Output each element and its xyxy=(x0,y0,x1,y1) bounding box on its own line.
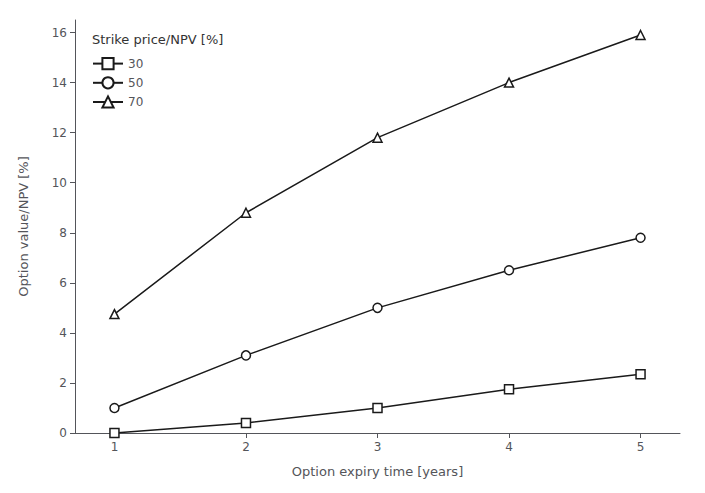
svg-text:8: 8 xyxy=(59,226,67,240)
svg-text:30: 30 xyxy=(128,57,143,71)
svg-text:1: 1 xyxy=(111,440,119,454)
svg-text:2: 2 xyxy=(59,376,67,390)
svg-text:2: 2 xyxy=(242,440,250,454)
svg-text:14: 14 xyxy=(52,76,67,90)
svg-text:4: 4 xyxy=(505,440,513,454)
svg-text:16: 16 xyxy=(52,26,67,40)
svg-text:3: 3 xyxy=(374,440,382,454)
svg-text:12: 12 xyxy=(52,126,67,140)
svg-text:0: 0 xyxy=(59,426,67,440)
svg-text:50: 50 xyxy=(128,76,143,90)
svg-text:Option expiry time [years]: Option expiry time [years] xyxy=(292,464,463,479)
svg-text:10: 10 xyxy=(52,176,67,190)
svg-text:Option value/NPV [%]: Option value/NPV [%] xyxy=(16,156,31,297)
svg-text:Strike price/NPV [%]: Strike price/NPV [%] xyxy=(92,32,223,47)
svg-text:70: 70 xyxy=(128,95,143,109)
svg-text:5: 5 xyxy=(637,440,645,454)
svg-text:4: 4 xyxy=(59,326,67,340)
svg-text:6: 6 xyxy=(59,276,67,290)
